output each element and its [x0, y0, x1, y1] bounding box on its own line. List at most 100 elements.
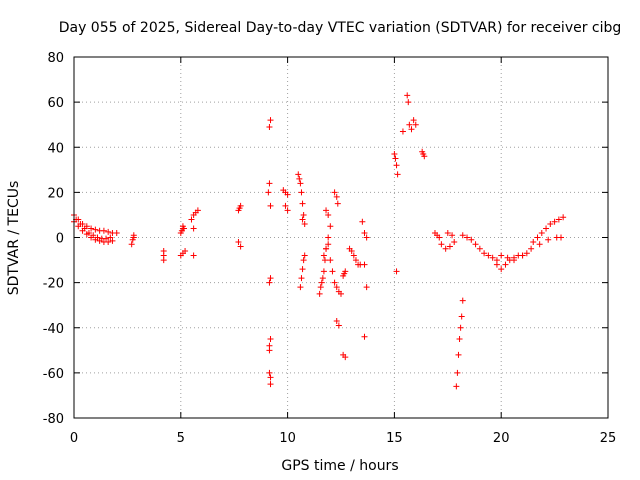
data-point — [298, 275, 305, 282]
data-point — [363, 234, 370, 241]
data-point — [181, 225, 188, 232]
data-point — [528, 245, 535, 252]
data-point — [456, 336, 463, 343]
data-point — [130, 232, 137, 239]
data-point — [436, 234, 443, 241]
data-point — [551, 218, 558, 225]
data-point — [296, 175, 303, 182]
data-point — [338, 290, 344, 297]
data-point — [555, 216, 562, 223]
series-sat-y — [431, 229, 458, 252]
data-point — [331, 279, 338, 286]
data-point — [297, 180, 304, 187]
data-point — [284, 191, 291, 198]
data-point — [318, 279, 325, 286]
series-sat-aa — [459, 232, 500, 264]
data-point — [481, 250, 488, 257]
data-point — [301, 220, 308, 227]
data-point — [333, 284, 340, 291]
data-point — [325, 211, 332, 218]
data-point — [333, 193, 340, 200]
data-point — [454, 369, 461, 376]
data-point — [453, 383, 460, 390]
data-point — [300, 257, 307, 264]
series-sat-r — [331, 189, 342, 329]
data-point — [455, 351, 462, 358]
data-point — [295, 171, 302, 178]
y-tick-label: 20 — [47, 186, 64, 201]
data-point — [266, 279, 273, 286]
data-point — [323, 207, 330, 214]
x-tick-label: 5 — [177, 431, 185, 446]
data-point — [331, 189, 338, 196]
data-point — [237, 202, 244, 209]
data-point — [342, 268, 349, 275]
grid — [74, 57, 608, 418]
data-point — [194, 207, 201, 214]
data-point — [323, 245, 330, 252]
series-sat-ac — [498, 234, 565, 264]
data-point — [105, 228, 112, 235]
data-point — [468, 236, 475, 243]
data-point — [107, 234, 114, 241]
series-sat-o — [297, 252, 308, 291]
data-point — [335, 322, 342, 329]
data-point — [299, 266, 306, 273]
data-point — [77, 220, 84, 227]
y-tick-label: -60 — [43, 367, 64, 382]
data-point — [317, 284, 324, 291]
data-point — [92, 226, 99, 233]
y-tick-label: -20 — [43, 277, 64, 292]
series-sat-i — [190, 225, 197, 259]
data-point — [438, 241, 445, 248]
series-sat-j — [235, 202, 244, 250]
data-point — [472, 241, 479, 248]
data-point — [321, 257, 328, 264]
data-point — [298, 189, 305, 196]
data-point — [493, 261, 500, 268]
data-point — [421, 153, 428, 160]
data-point — [282, 202, 289, 209]
data-point — [90, 232, 97, 239]
x-axis-label: GPS time / hours — [281, 458, 398, 474]
data-point — [391, 151, 398, 158]
data-point — [406, 121, 413, 128]
data-point — [547, 220, 554, 227]
data-point — [530, 239, 537, 246]
data-point — [316, 290, 323, 297]
data-point — [320, 252, 327, 259]
data-point — [109, 237, 116, 244]
data-point — [361, 229, 368, 236]
data-point — [560, 214, 567, 221]
data-point — [113, 229, 120, 236]
data-point — [404, 92, 411, 99]
data-point — [393, 268, 400, 275]
y-tick-label: 0 — [56, 232, 64, 247]
data-point — [182, 248, 189, 255]
data-point — [545, 236, 552, 243]
data-point — [299, 216, 306, 223]
data-point — [237, 243, 244, 250]
data-point — [267, 202, 274, 209]
series-sat-p — [316, 207, 334, 297]
data-point — [81, 225, 88, 232]
data-point — [267, 117, 274, 124]
data-point — [498, 252, 505, 259]
data-point — [410, 117, 417, 124]
data-point — [320, 268, 327, 275]
y-tick-label: -80 — [43, 412, 64, 427]
data-point — [523, 250, 530, 257]
data-point — [266, 180, 273, 187]
data-point — [485, 252, 492, 259]
data-point — [100, 227, 107, 234]
data-point — [265, 189, 272, 196]
data-point — [352, 257, 359, 264]
data-point — [160, 248, 167, 255]
series-sat-t — [346, 245, 364, 268]
data-point — [534, 234, 541, 241]
data-point — [536, 241, 543, 248]
y-tick-label: 40 — [47, 141, 64, 156]
data-point — [284, 207, 291, 214]
axis-ticks: 0 5 10 15 20 25 -80 -60 -40 -20 0 20 40 60 80 — [43, 51, 617, 446]
